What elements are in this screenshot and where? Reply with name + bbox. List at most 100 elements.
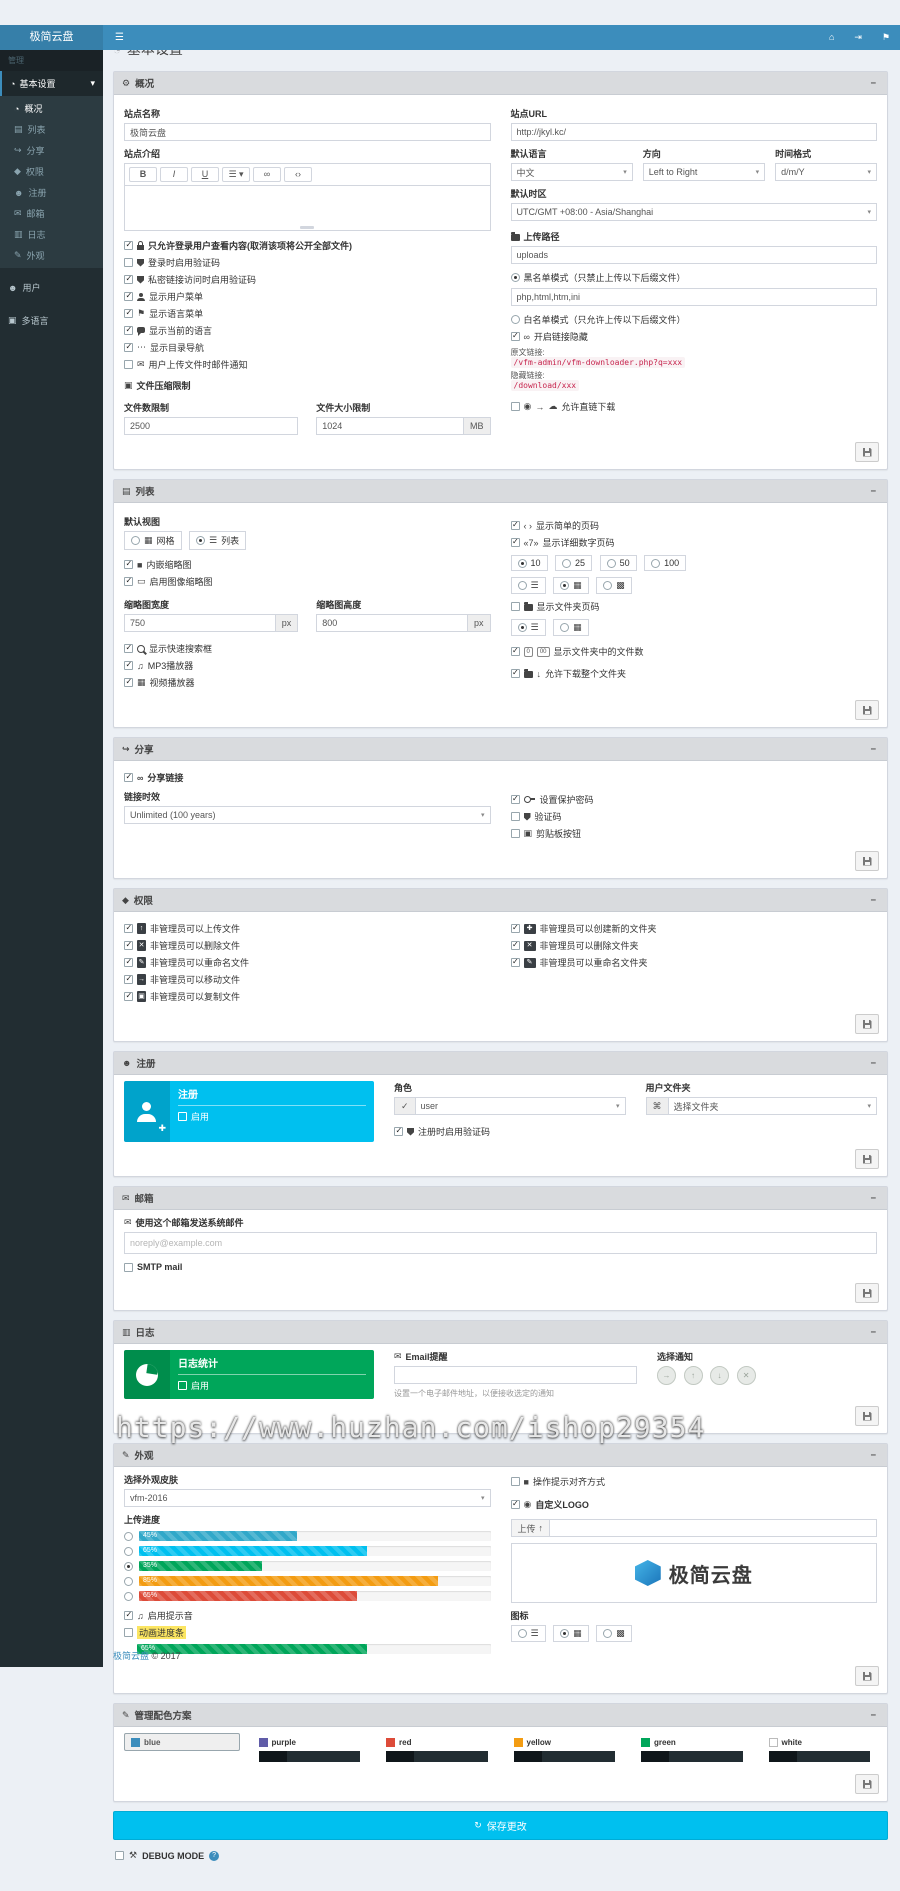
checkbox[interactable] [124,258,133,267]
radio[interactable] [510,315,520,324]
sidebar-item-basic-settings[interactable]: ◔ 基本设置 ▾ [0,71,103,96]
radio[interactable] [517,623,527,632]
panel-appearance-header[interactable]: ✎ 外观 − [114,1444,887,1467]
radio[interactable] [517,1629,527,1638]
save-section-button[interactable] [855,1774,879,1794]
sidebar-item-list[interactable]: ▤ 列表 [0,119,103,140]
checkbox[interactable] [510,923,520,933]
save-section-button[interactable] [855,851,879,871]
checkbox[interactable] [124,325,133,335]
checkbox[interactable] [510,812,520,821]
pager-style-grid[interactable]: ▦ [553,577,589,594]
checkbox[interactable] [124,308,133,318]
user-folder-select[interactable]: 选择文件夹 ▾ [667,1097,877,1115]
collapse-icon[interactable]: − [870,743,876,755]
scheme-yellow[interactable]: yellow [507,1733,623,1767]
checkbox[interactable] [124,1262,133,1272]
radio[interactable] [560,581,570,590]
panel-share-header[interactable]: ↪ 分享 − [114,738,887,761]
save-section-button[interactable] [855,1283,879,1303]
upload-logo-button[interactable]: 上传 ↑ [510,1519,551,1537]
checkbox[interactable] [115,1851,124,1860]
size-limit-input[interactable] [316,417,464,435]
panel-list-header[interactable]: ▤ 列表 − [114,480,887,503]
scheme-white[interactable]: white [762,1733,878,1767]
panel-mail-header[interactable]: ✉ 邮箱 − [114,1187,887,1210]
collapse-icon[interactable]: − [870,894,876,906]
checkbox[interactable] [178,1112,187,1121]
checkbox[interactable] [124,991,133,1001]
flag-icon[interactable]: ⚑ [881,32,890,42]
scheme-purple[interactable]: purple [252,1733,368,1767]
timezone-select[interactable]: UTC/GMT +08:00 - Asia/Shanghai ▾ [510,203,877,221]
upload-path-input[interactable] [510,246,877,264]
per-page-10[interactable]: 10 [510,555,548,571]
checkbox[interactable] [124,1628,133,1637]
radio[interactable] [131,536,140,545]
bold-button[interactable]: B [129,167,157,182]
save-section-button[interactable] [855,1149,879,1169]
radio[interactable] [124,1561,133,1571]
checkbox[interactable] [510,668,520,678]
iconset-grid-option[interactable]: ▦ [553,1625,589,1642]
checkbox[interactable] [510,1477,520,1486]
checkbox[interactable] [510,1499,520,1509]
pager-style-th[interactable]: ▩ [596,577,632,594]
logo-file-input[interactable] [550,1519,877,1537]
checkbox[interactable] [124,291,133,301]
radio[interactable] [124,1531,133,1541]
skin-select[interactable]: vfm-2016 ▾ [124,1489,491,1507]
sidebar-item-users[interactable]: ☻ 用户 [0,274,103,301]
checkbox[interactable] [510,331,520,341]
home-icon[interactable]: ⌂ [828,32,835,42]
thumb-height-input[interactable] [316,614,468,632]
time-format-select[interactable]: d/m/Y ▾ [775,163,877,181]
radio[interactable] [603,1629,613,1638]
list-dropdown-button[interactable]: ☰ ▾ [222,167,250,182]
site-url-input[interactable] [510,123,877,141]
email-alert-input[interactable] [394,1366,637,1384]
checkbox[interactable] [124,576,133,586]
checkbox[interactable] [124,643,133,653]
notify-delete-toggle[interactable]: ✕ [736,1366,756,1385]
radio[interactable] [606,558,616,568]
save-section-button[interactable] [855,700,879,720]
collapse-icon[interactable]: − [870,485,876,497]
radio[interactable] [124,1576,133,1586]
checkbox[interactable] [510,520,520,530]
checkbox[interactable] [124,660,133,670]
scheme-green[interactable]: green [634,1733,750,1767]
notify-login-toggle[interactable]: → [657,1366,676,1385]
save-section-button[interactable] [855,1406,879,1426]
panel-register-header[interactable]: ☻ 注册 − [114,1052,887,1075]
collapse-icon[interactable]: − [870,77,876,89]
checkbox[interactable] [510,402,520,411]
iconset-rows-option[interactable]: ☰ [510,1625,546,1642]
sidebar-item-overview[interactable]: ◔ 概况 [0,98,103,119]
sign-out-icon[interactable]: ⇥ [854,32,862,42]
sidebar-item-share[interactable]: ↪ 分享 [0,140,103,161]
save-section-button[interactable] [855,1014,879,1034]
checkbox[interactable] [178,1381,187,1390]
checkbox[interactable] [124,274,133,284]
checkbox[interactable] [510,537,520,547]
files-limit-input[interactable] [124,417,299,435]
brand-logo[interactable]: 极简云盘 [0,25,103,50]
checkbox[interactable] [124,677,133,687]
checkbox[interactable] [124,1610,133,1620]
checkbox[interactable] [510,602,520,611]
code-button[interactable]: ‹› [284,167,312,182]
collapse-icon[interactable]: − [870,1326,876,1338]
panel-schemes-header[interactable]: ✎ 管理配色方案 − [114,1704,887,1727]
checkbox[interactable] [124,342,133,352]
sidebar-item-log[interactable]: ▥ 日志 [0,224,103,245]
radio[interactable] [562,558,572,568]
panel-general-header[interactable]: ⚙ 概况 − [114,72,887,95]
checkbox[interactable] [124,240,133,250]
save-section-button[interactable] [855,1666,879,1686]
italic-button[interactable]: I [160,167,188,182]
checkbox[interactable] [124,559,133,569]
checkbox[interactable] [124,772,133,782]
radio[interactable] [124,1546,133,1556]
per-page-50[interactable]: 50 [599,555,637,571]
